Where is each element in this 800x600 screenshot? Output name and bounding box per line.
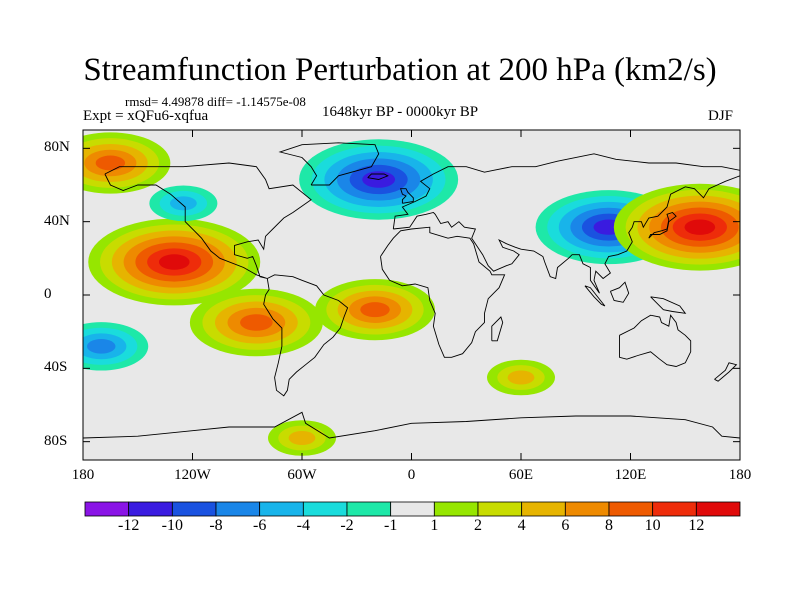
coastline-africa	[380, 226, 506, 358]
colorbar-label: -4	[296, 517, 310, 534]
x-tick-label: 180	[728, 467, 752, 483]
axis-ticks	[82, 130, 741, 460]
colorbar-swatch	[652, 501, 697, 517]
colorbar-swatch	[608, 501, 654, 517]
colorbar-swatch	[128, 501, 173, 517]
contour-level	[87, 339, 116, 354]
colorbar-swatch	[215, 501, 261, 517]
coastline-borneo	[609, 281, 630, 303]
coastline-australia	[619, 314, 692, 367]
colorbar-label: 6	[561, 517, 570, 534]
x-tick-label: 60E	[508, 467, 534, 483]
experiment-label: Expt = xQFu6-xqfua	[83, 108, 209, 124]
coastlines	[83, 142, 740, 439]
coastline-south-america	[263, 274, 349, 397]
stats-text: rmsd= 4.49878 diff= -1.14575e-08	[125, 94, 306, 109]
coastline-iceland	[367, 173, 389, 180]
colorbar-swatch	[390, 501, 435, 517]
coastline-britain	[399, 188, 414, 204]
contour-level	[158, 254, 190, 270]
field-south-atlantic-high	[315, 279, 435, 341]
y-tick-label: 80N	[44, 139, 70, 156]
coastline-new-guinea	[650, 296, 687, 314]
contour-level	[360, 302, 390, 318]
colorbar-swatch	[695, 501, 741, 517]
x-tick-label: 120E	[614, 467, 647, 483]
field-south-america-high	[189, 288, 323, 357]
field-indian-ocean-high	[487, 359, 555, 396]
contour-level	[507, 370, 535, 385]
colorbar-swatch	[433, 501, 479, 517]
coastline-madagascar	[491, 316, 504, 342]
contour-level	[684, 219, 716, 235]
colorbar-swatch	[259, 501, 304, 517]
y-tick-label: 40N	[44, 212, 70, 229]
y-tick-label: 0	[44, 286, 52, 302]
colorbar-label: -8	[209, 517, 223, 534]
colorbar-label: 4	[517, 517, 526, 534]
x-tick-label: 60W	[287, 467, 317, 483]
field-southern-ocean-high	[268, 420, 336, 456]
contour-level	[169, 196, 197, 211]
field-northwest-pacific-high	[613, 183, 740, 271]
colorbar-swatch	[477, 501, 523, 517]
colorbar-label: -10	[161, 517, 183, 534]
coastline-japan	[648, 211, 677, 239]
field-north-pacific-low	[149, 185, 218, 222]
season-label: DJF	[708, 108, 734, 124]
coastline-antarctica	[83, 411, 740, 439]
colorbar-swatch	[302, 501, 348, 517]
y-tick-label: 80S	[44, 432, 68, 449]
contour-level	[240, 314, 273, 331]
chart-title: Streamfunction Perturbation at 200 hPa (…	[83, 52, 717, 88]
period-label: 1648kyr BP - 0000kyr BP	[322, 104, 479, 120]
colorbar-label: 1	[430, 517, 439, 534]
colorbar-label: -1	[383, 517, 398, 534]
field-alaska-high	[83, 132, 171, 194]
colorbar-swatch	[346, 501, 392, 517]
field-north-pacific-high	[88, 218, 261, 306]
colorbar-swatch	[564, 501, 610, 517]
coastline-north-america	[104, 162, 312, 279]
x-tick-label: 180	[71, 467, 95, 483]
contour-level	[288, 430, 316, 446]
colorbar-swatch	[84, 501, 130, 517]
colorbar-swatch	[521, 501, 566, 517]
field-southeast-pacific-low	[83, 322, 149, 371]
colorbar-label: -2	[340, 517, 354, 534]
colorbar-swatch	[171, 501, 217, 517]
colorbar-label: -6	[252, 517, 267, 534]
colorbar-label: -12	[117, 517, 140, 534]
colorbar-label: 2	[474, 517, 482, 534]
x-tick-label: 0	[407, 467, 416, 483]
contour-level	[95, 155, 126, 171]
coastline-sumatra	[584, 285, 606, 307]
x-tick-label: 120W	[174, 467, 211, 483]
colorbar-label: 10	[644, 517, 661, 534]
y-tick-label: 40S	[44, 359, 68, 376]
colorbar	[84, 501, 741, 517]
coastline-eurasia	[392, 153, 740, 294]
coastline-new-zealand	[714, 362, 738, 382]
colorbar-label: 12	[688, 517, 705, 534]
colorbar-label: 8	[605, 517, 613, 534]
coastline-greenland	[278, 142, 380, 186]
